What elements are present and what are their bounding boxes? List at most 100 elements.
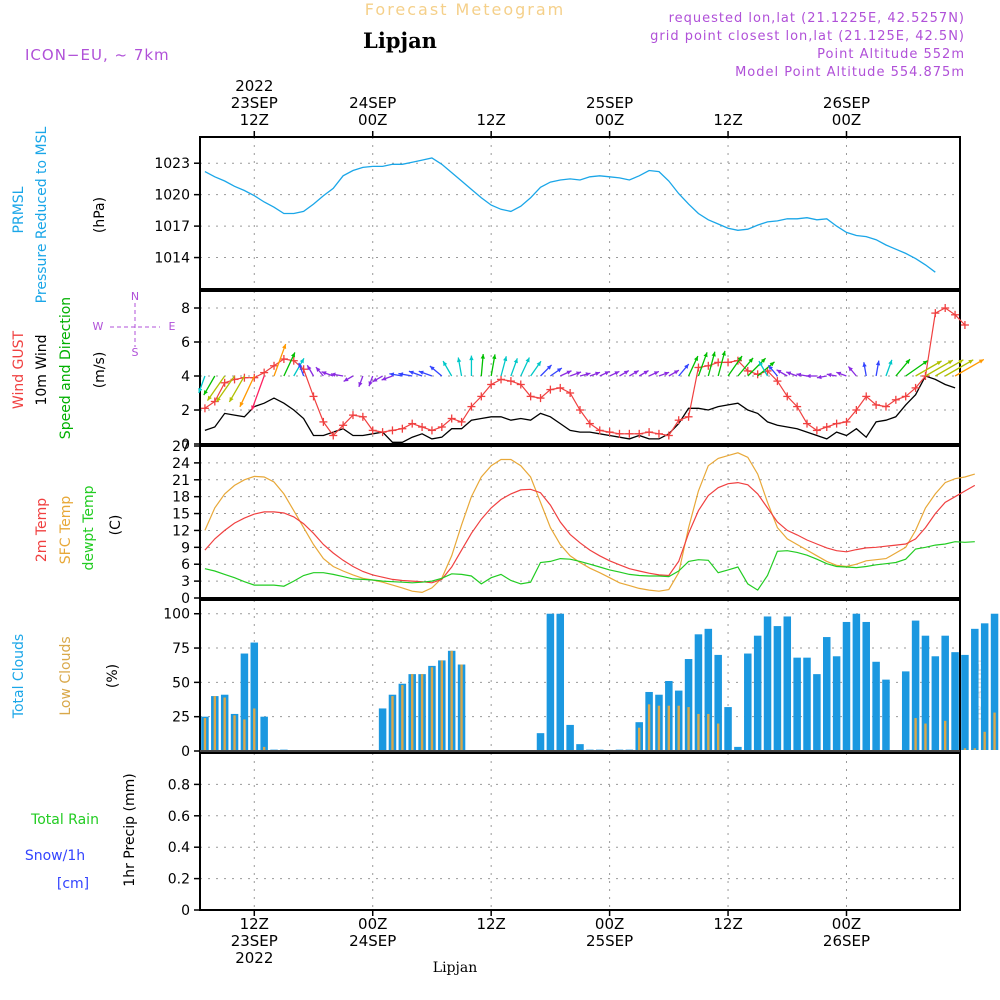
- low-cloud-bar: [253, 708, 256, 750]
- low-cloud-bar: [401, 685, 404, 750]
- total-cloud-bar: [901, 671, 910, 750]
- wind-arrow-head: [776, 369, 782, 374]
- precipitation-panel: 0 0.2 0.4 0.6 0.8: [168, 752, 961, 919]
- wind-arrow-head: [958, 359, 964, 364]
- gridpoint-coordinates: grid point closest lon,lat (21.125E, 42.…: [650, 29, 965, 44]
- top-axis-label: 00Z: [358, 111, 387, 129]
- low-cloud-bar: [460, 664, 463, 750]
- top-axis-label: 00Z: [832, 111, 861, 129]
- wind-direction-arrow: [925, 359, 954, 377]
- wind-arrow-head: [643, 370, 649, 375]
- compass-north: N: [131, 290, 139, 303]
- wind-arrow-head: [769, 361, 775, 367]
- wind-arrow-head: [922, 360, 928, 365]
- precipitation-ytick-label: 0.8: [168, 777, 190, 793]
- clouds-ytick-label: 75: [172, 641, 190, 657]
- wind-panel-labels: Wind GUST 10m Wind Speed and Direction (…: [11, 290, 176, 439]
- top-axis-label: 12Z: [240, 111, 269, 129]
- total-cloud-bar: [961, 654, 969, 750]
- total-cloud-bar: [734, 746, 742, 750]
- wind-arrow-head: [711, 351, 716, 357]
- bottom-axis-label: 00Z: [832, 915, 861, 933]
- total-cloud-bar: [566, 724, 574, 750]
- temperature-ytick-label: 27: [172, 439, 190, 455]
- wind-arrow-head: [566, 370, 572, 375]
- precipitation-ytick-label: 0: [181, 903, 190, 919]
- total-cloud-bar: [694, 634, 703, 750]
- top-axis-label: 00Z: [595, 111, 624, 129]
- low-cloud-bar: [667, 705, 671, 750]
- total-cloud-bar: [872, 661, 880, 750]
- wind-arrow-head: [282, 344, 287, 350]
- wind-label-direction: Speed and Direction: [58, 297, 74, 439]
- wind-arrow-head: [737, 356, 743, 361]
- model-altitude: Model Point Altitude 554.875m: [735, 65, 965, 80]
- bottom-axis-label: 12Z: [240, 915, 269, 933]
- wind-label-gust: Wind GUST: [11, 330, 27, 409]
- total-cloud-bar: [971, 628, 979, 750]
- wind-arrow-head: [653, 371, 659, 376]
- total-cloud-bar: [250, 642, 259, 750]
- wind-ytick-label: 2: [181, 403, 190, 419]
- footer-location: Lipjan: [433, 960, 477, 976]
- low-cloud-bar: [973, 748, 976, 750]
- total-cloud-bar: [813, 674, 821, 750]
- low-cloud-bar: [983, 731, 986, 750]
- compass-south: S: [132, 346, 139, 359]
- wind-arrow-head: [203, 390, 208, 396]
- low-cloud-bar: [450, 650, 453, 750]
- wind-arrow-head: [381, 376, 387, 381]
- pressure-label-1: PRMSL: [11, 186, 27, 233]
- temperature-ytick-label: 3: [181, 574, 190, 590]
- gust-line: [204, 307, 966, 437]
- wind-arrow-head: [684, 364, 689, 369]
- total-cloud-bar: [980, 623, 989, 750]
- wind-arrow-head: [947, 360, 953, 365]
- wind-arrow-head: [888, 359, 893, 365]
- wind-arrow-head: [786, 371, 792, 376]
- temp-label-2m: 2m Temp: [34, 498, 50, 562]
- wind-10m-line: [204, 375, 956, 443]
- total-cloud-bar: [536, 733, 545, 750]
- total-cloud-bar: [724, 707, 732, 750]
- wind-arrow-head: [848, 366, 853, 372]
- wind-direction-arrow: [915, 360, 942, 377]
- low-cloud-bar: [420, 674, 424, 750]
- wind-arrow-head: [536, 361, 541, 367]
- wind-arrow-head: [513, 358, 518, 364]
- low-cloud-bar: [638, 727, 641, 750]
- total-cloud-bar: [240, 653, 249, 750]
- bottom-axis-label: 00Z: [358, 915, 387, 933]
- bottom-axis-label: 12Z: [476, 915, 505, 933]
- wind-unit: (m/s): [92, 352, 108, 389]
- wind-arrow-head: [604, 371, 610, 376]
- sfc-temp-line: [204, 452, 975, 594]
- total-cloud-bar: [546, 613, 555, 750]
- total-cloud-bar: [744, 653, 752, 750]
- low-cloud-bar: [963, 748, 967, 750]
- clouds-label-low: Low Clouds: [58, 636, 74, 715]
- wind-arrow-head: [389, 372, 395, 377]
- wind-arrow-head: [664, 371, 670, 376]
- wind-arrow-head: [768, 365, 773, 371]
- wind-direction-arrow: [954, 358, 985, 377]
- wind-arrow-head: [595, 371, 601, 376]
- wind-ytick-label: 4: [181, 369, 190, 385]
- bottom-axis-label: 26SEP: [823, 932, 870, 950]
- dewpt-line: [204, 541, 975, 591]
- bottom-axis-label: 23SEP: [231, 932, 278, 950]
- low-cloud-bar: [657, 705, 661, 750]
- wind-arrow-head: [875, 360, 881, 366]
- wind-arrow-head: [480, 354, 485, 359]
- precipitation-ytick-label: 0.2: [168, 872, 190, 888]
- total-cloud-bar: [753, 635, 762, 750]
- total-cloud-bar: [704, 628, 713, 750]
- wind-arrow-head: [503, 356, 508, 362]
- pressure-label-2: Pressure Reduced to MSL: [34, 126, 50, 303]
- bottom-axis-label: 00Z: [595, 915, 624, 933]
- total-cloud-bar: [921, 635, 930, 750]
- precipitation-frame: [199, 752, 961, 911]
- top-axis-label: 25SEP: [586, 94, 633, 112]
- total-cloud-bar: [842, 621, 851, 750]
- wind-arrow-head: [525, 357, 530, 363]
